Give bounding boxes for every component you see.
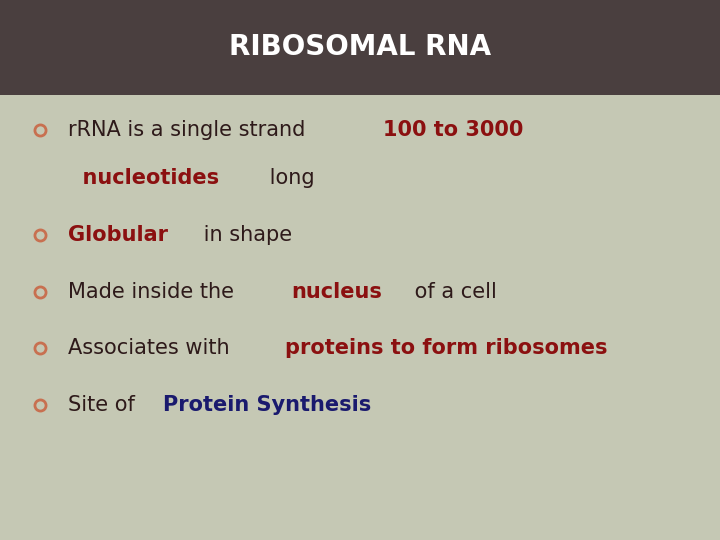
FancyBboxPatch shape — [0, 0, 720, 94]
Text: rRNA is a single strand: rRNA is a single strand — [68, 119, 312, 140]
Text: Site of: Site of — [68, 395, 142, 415]
Text: nucleotides: nucleotides — [68, 168, 220, 188]
Text: Globular: Globular — [68, 225, 168, 245]
Text: Associates with: Associates with — [68, 338, 237, 359]
Text: 100 to 3000: 100 to 3000 — [383, 119, 523, 140]
Text: of a cell: of a cell — [408, 281, 498, 302]
Text: RIBOSOMAL RNA: RIBOSOMAL RNA — [229, 33, 491, 61]
Text: nucleus: nucleus — [291, 281, 382, 302]
Text: proteins to form ribosomes: proteins to form ribosomes — [286, 338, 608, 359]
Text: Protein Synthesis: Protein Synthesis — [163, 395, 372, 415]
Text: long: long — [264, 168, 315, 188]
Text: in shape: in shape — [197, 225, 292, 245]
Text: Made inside the: Made inside the — [68, 281, 241, 302]
